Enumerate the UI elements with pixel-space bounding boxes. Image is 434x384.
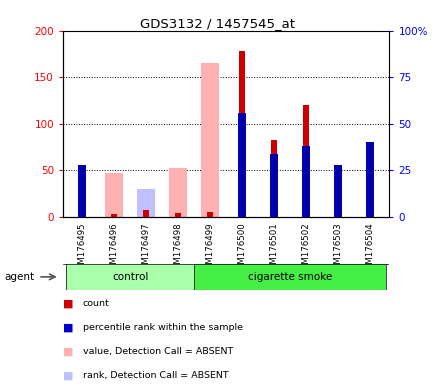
Text: count: count [82,299,109,308]
Text: ■: ■ [63,323,73,333]
Text: rank, Detection Call = ABSENT: rank, Detection Call = ABSENT [82,371,228,380]
Bar [237,113,246,217]
Bar [137,205,155,217]
Bar [270,154,278,217]
Text: agent: agent [4,272,34,282]
Text: cigarette smoke: cigarette smoke [247,272,332,282]
Text: ■: ■ [63,370,73,380]
Bar [365,142,373,217]
Bar [333,165,342,217]
Text: GSM176501: GSM176501 [269,222,278,275]
Bar [143,210,149,217]
Text: GSM176499: GSM176499 [205,222,214,275]
Bar [207,212,213,217]
Text: GSM176495: GSM176495 [78,222,86,275]
Bar [301,146,309,217]
Bar [201,63,218,217]
Text: GSM176498: GSM176498 [173,222,182,275]
Bar [194,264,385,290]
Text: percentile rank within the sample: percentile rank within the sample [82,323,242,332]
Text: GSM176496: GSM176496 [109,222,118,275]
Bar [137,189,155,217]
Text: GSM176503: GSM176503 [333,222,342,275]
Bar [335,170,340,217]
Text: ■: ■ [63,346,73,356]
Bar [66,264,194,290]
Text: GSM176497: GSM176497 [141,222,151,275]
Bar [105,173,123,217]
Text: GSM176502: GSM176502 [301,222,310,275]
Bar [78,165,86,217]
Bar [366,150,372,217]
Bar [79,170,85,217]
Text: GSM176504: GSM176504 [365,222,374,275]
Text: GDS3132 / 1457545_at: GDS3132 / 1457545_at [140,17,294,30]
Text: ■: ■ [63,299,73,309]
Bar [302,105,308,217]
Text: GSM176500: GSM176500 [237,222,246,275]
Text: value, Detection Call = ABSENT: value, Detection Call = ABSENT [82,347,232,356]
Bar [175,213,181,217]
Bar [239,51,244,217]
Bar [169,167,187,217]
Bar [271,140,276,217]
Bar [111,214,117,217]
Text: control: control [112,272,148,282]
